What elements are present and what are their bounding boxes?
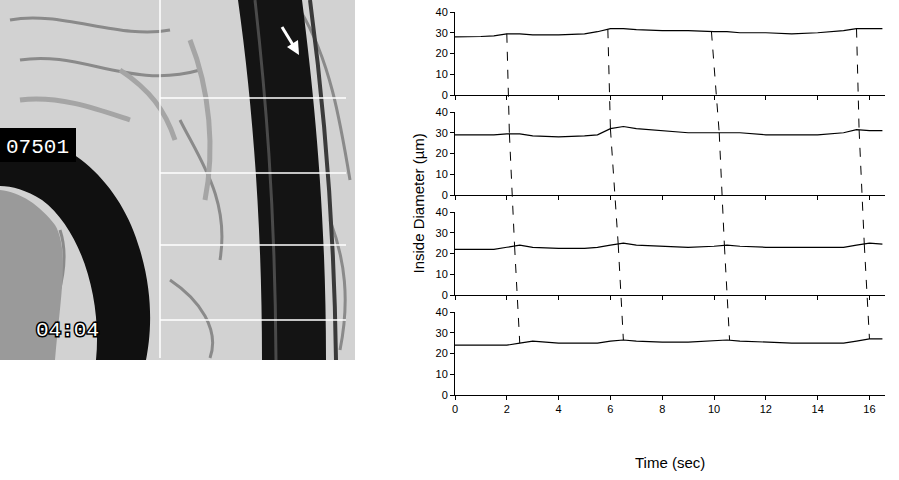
svg-text:20: 20 — [436, 247, 448, 259]
svg-text:6: 6 — [607, 403, 613, 415]
svg-text:14: 14 — [812, 403, 824, 415]
svg-text:8: 8 — [659, 403, 665, 415]
svg-text:12: 12 — [760, 403, 772, 415]
svg-text:40: 40 — [436, 6, 448, 18]
svg-text:04:04: 04:04 — [36, 319, 99, 342]
svg-text:40: 40 — [436, 306, 448, 318]
svg-text:20: 20 — [436, 347, 448, 359]
svg-text:0: 0 — [442, 189, 448, 201]
svg-text:07501: 07501 — [6, 136, 69, 159]
svg-text:0: 0 — [452, 403, 458, 415]
svg-text:30: 30 — [436, 327, 448, 339]
svg-text:10: 10 — [436, 68, 448, 80]
svg-text:30: 30 — [436, 127, 448, 139]
svg-text:2: 2 — [504, 403, 510, 415]
svg-text:40: 40 — [436, 206, 448, 218]
svg-text:10: 10 — [708, 403, 720, 415]
svg-text:Time (sec): Time (sec) — [635, 454, 705, 471]
svg-text:0: 0 — [442, 289, 448, 301]
svg-text:16: 16 — [863, 403, 875, 415]
svg-text:Inside Diameter (µm): Inside Diameter (µm) — [410, 133, 427, 273]
svg-text:30: 30 — [436, 227, 448, 239]
svg-text:0: 0 — [442, 389, 448, 401]
svg-text:4: 4 — [556, 403, 562, 415]
svg-text:0: 0 — [442, 89, 448, 101]
svg-text:20: 20 — [436, 47, 448, 59]
svg-text:40: 40 — [436, 106, 448, 118]
svg-text:10: 10 — [436, 268, 448, 280]
svg-text:10: 10 — [436, 368, 448, 380]
svg-text:20: 20 — [436, 147, 448, 159]
svg-text:30: 30 — [436, 27, 448, 39]
svg-text:10: 10 — [436, 168, 448, 180]
